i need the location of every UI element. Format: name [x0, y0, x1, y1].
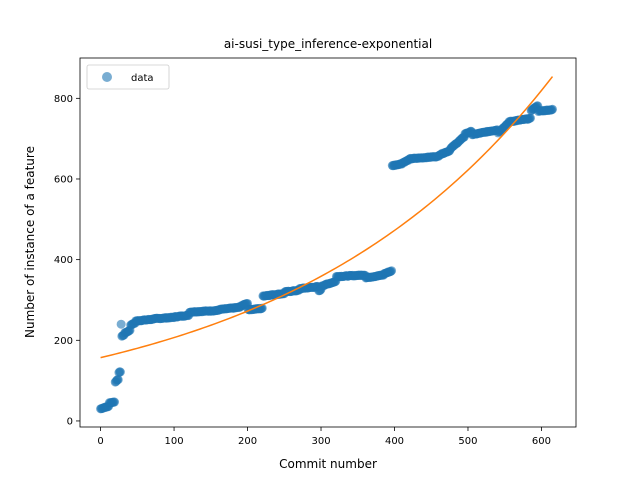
y-tick-label: 400	[54, 255, 73, 266]
legend: data	[86, 64, 170, 90]
y-tick-label: 800	[54, 94, 73, 105]
legend-entry-data: data	[131, 73, 154, 84]
data-point	[387, 266, 397, 276]
fit-line	[100, 76, 554, 359]
data-point	[115, 367, 125, 377]
data-point	[113, 375, 123, 385]
y-tick-label: 0	[67, 416, 73, 427]
chart-title: ai-susi_type_inference-exponential	[224, 37, 432, 51]
data-point	[116, 319, 126, 329]
x-tick-label: 200	[238, 436, 257, 447]
data-points	[96, 101, 557, 414]
legend-box	[86, 64, 170, 90]
y-axis: 0 200 400 600 800	[54, 94, 80, 427]
data-point	[547, 104, 557, 114]
plot-area	[96, 76, 557, 414]
x-tick-label: 400	[385, 436, 404, 447]
y-tick-label: 600	[54, 174, 73, 185]
legend-marker	[102, 72, 112, 82]
x-axis: 0 100 200 300 400 500 600	[97, 427, 551, 447]
plot-frame	[79, 57, 577, 428]
x-tick-label: 0	[97, 436, 103, 447]
data-point	[525, 113, 535, 123]
data-point	[110, 397, 120, 407]
x-tick-label: 300	[311, 436, 330, 447]
x-tick-label: 600	[532, 436, 551, 447]
x-tick-label: 100	[165, 436, 184, 447]
x-axis-label: Commit number	[279, 457, 377, 471]
y-tick-label: 200	[54, 336, 73, 347]
x-tick-label: 500	[458, 436, 477, 447]
y-axis-label: Number of instance of a feature	[23, 146, 37, 338]
